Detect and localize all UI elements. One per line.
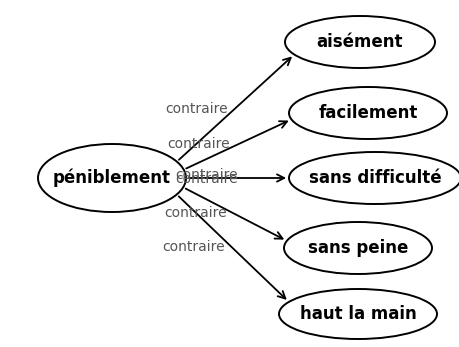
Text: contraire: contraire	[165, 102, 227, 116]
Text: contraire: contraire	[164, 206, 226, 220]
Ellipse shape	[283, 222, 431, 274]
Text: sans peine: sans peine	[307, 239, 407, 257]
Text: contraire: contraire	[162, 240, 224, 254]
Text: contraire: contraire	[174, 172, 237, 186]
Text: haut la main: haut la main	[299, 305, 415, 323]
Ellipse shape	[38, 144, 185, 212]
Ellipse shape	[288, 87, 446, 139]
Text: aisément: aisément	[316, 33, 403, 51]
Text: facilement: facilement	[318, 104, 417, 122]
Text: contraire: contraire	[167, 136, 229, 151]
Text: sans difficulté: sans difficulté	[308, 169, 440, 187]
Ellipse shape	[279, 289, 436, 339]
Text: contraire: contraire	[174, 168, 237, 182]
Text: péniblement: péniblement	[53, 169, 171, 187]
Ellipse shape	[288, 152, 459, 204]
Ellipse shape	[285, 16, 434, 68]
